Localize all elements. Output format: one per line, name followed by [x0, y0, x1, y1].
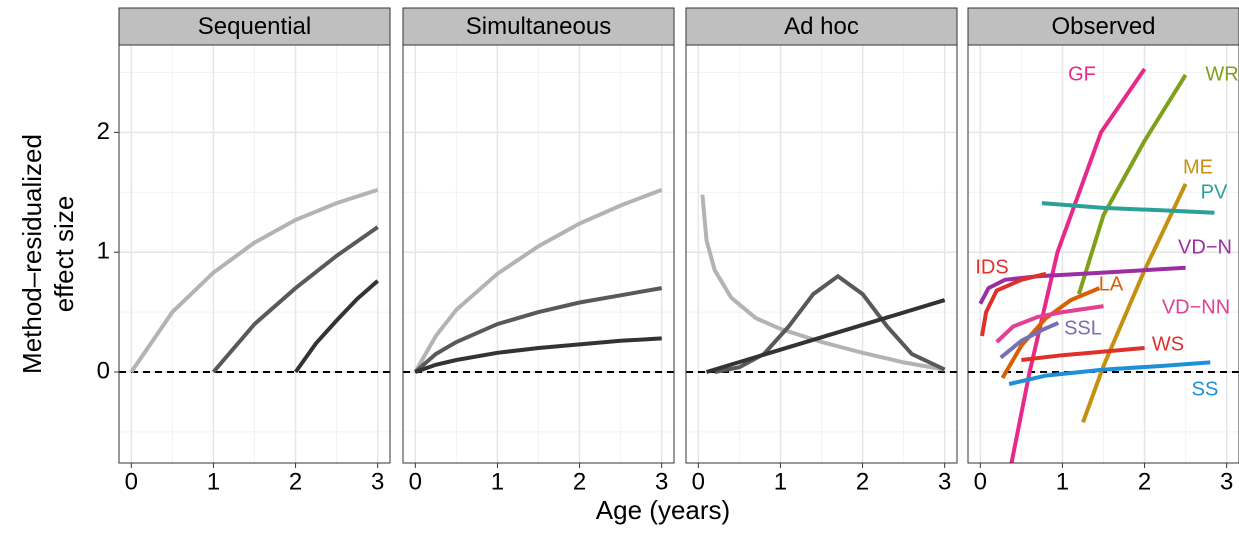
series-label: LA	[1099, 273, 1124, 295]
series-label: SSL	[1064, 317, 1102, 339]
x-tick-label: 1	[491, 468, 504, 495]
series-line	[413, 188, 663, 373]
strip	[118, 7, 391, 46]
series-label: WR	[1205, 63, 1238, 85]
series-line	[1076, 73, 1188, 295]
series-line	[129, 187, 379, 374]
series-line	[1009, 67, 1147, 463]
series-line	[1081, 183, 1188, 423]
y-axis-label-line: Method–residualized	[17, 134, 47, 374]
strip-title: Simultaneous	[466, 13, 611, 40]
x-tick-label: 0	[409, 468, 422, 495]
series-line	[1021, 346, 1145, 362]
y-tick-label: 2	[97, 118, 110, 145]
x-tick-label: 0	[692, 468, 705, 495]
x-tick-label: 3	[1220, 468, 1233, 495]
series-line	[1008, 360, 1211, 386]
series-line	[995, 304, 1104, 344]
x-tick-label: 2	[573, 468, 586, 495]
panel-border	[402, 44, 675, 464]
series-line	[1041, 201, 1215, 215]
series-label: PV	[1201, 181, 1228, 203]
series-label: SS	[1192, 378, 1219, 400]
x-tick-label: 3	[938, 468, 951, 495]
x-tick-label: 2	[289, 468, 302, 495]
y-axis-label: Method–residualized effect size	[17, 134, 79, 374]
x-tick-label: 0	[125, 468, 138, 495]
series-line	[1000, 286, 1101, 380]
strip	[967, 7, 1239, 46]
y-tick-label: 1	[97, 238, 110, 265]
series-label: VD−N	[1178, 236, 1232, 258]
strip	[685, 7, 958, 46]
x-tick-label: 2	[856, 468, 869, 495]
x-tick-label: 3	[655, 468, 668, 495]
x-tick-label: 2	[1138, 468, 1151, 495]
series-line	[705, 298, 946, 374]
x-tick-label: 1	[774, 468, 787, 495]
x-tick-label: 1	[207, 468, 220, 495]
series-label: VD−NN	[1162, 296, 1230, 318]
series-line	[211, 225, 379, 374]
strip-title: Observed	[1051, 13, 1155, 40]
series-label: IDS	[975, 256, 1008, 278]
series-line	[293, 279, 380, 374]
series-label: ME	[1183, 156, 1213, 178]
series-line	[999, 321, 1060, 360]
series-label: WS	[1152, 333, 1184, 355]
x-tick-label: 1	[1056, 468, 1069, 495]
panel-border	[118, 44, 391, 464]
panel-border	[967, 44, 1239, 464]
series-line	[413, 286, 663, 374]
series-line	[714, 273, 946, 374]
series-label: GF	[1068, 63, 1096, 85]
x-tick-label: 0	[974, 468, 987, 495]
panel-border	[685, 44, 958, 464]
series-line	[414, 336, 662, 374]
strip-title: Ad hoc	[784, 13, 859, 40]
series-line	[700, 194, 946, 372]
y-axis-label-line: effect size	[49, 196, 79, 313]
series-line	[980, 271, 1047, 337]
x-axis-label: Age (years)	[596, 495, 730, 525]
y-tick-label: 0	[97, 357, 110, 384]
x-tick-label: 3	[371, 468, 384, 495]
strip-title: Sequential	[198, 13, 311, 40]
